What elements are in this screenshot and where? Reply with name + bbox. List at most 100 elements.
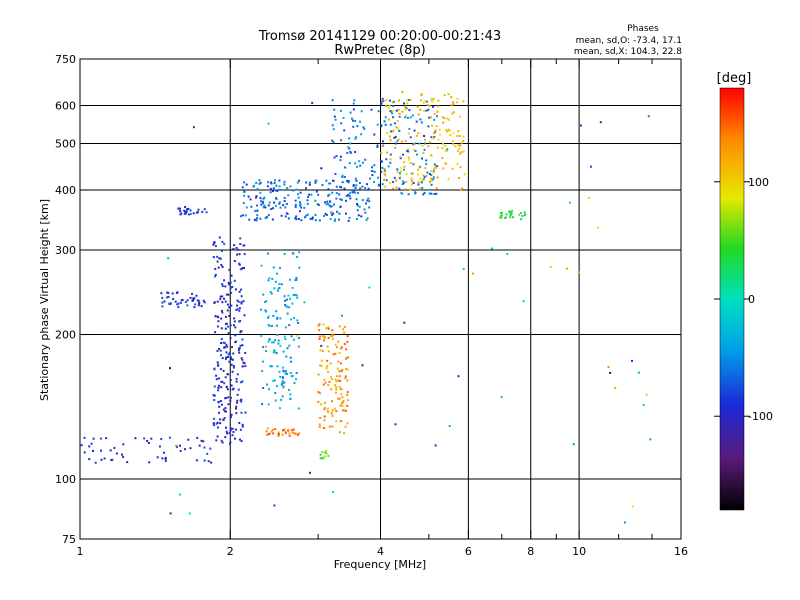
data-point [283, 183, 286, 186]
data-point [268, 201, 271, 204]
data-point [213, 417, 216, 420]
data-point [235, 407, 237, 410]
data-point [422, 178, 425, 181]
data-point [410, 162, 412, 164]
data-point [345, 199, 348, 202]
data-point [385, 179, 388, 182]
data-point [444, 162, 447, 165]
colorbar-ticks: 100 0 -100 [714, 176, 773, 423]
data-point [431, 100, 434, 103]
data-point [167, 291, 170, 294]
data-point [256, 188, 259, 191]
data-point [243, 190, 246, 193]
data-point [262, 387, 265, 389]
data-point [421, 179, 424, 182]
data-point [549, 265, 552, 268]
data-point [395, 179, 398, 182]
data-point [281, 395, 284, 398]
data-point [320, 359, 323, 362]
data-point [323, 336, 326, 339]
data-point [405, 181, 408, 183]
data-point [294, 199, 297, 202]
data-point [191, 299, 194, 302]
data-point [287, 194, 290, 197]
data-point [219, 298, 222, 301]
data-point [288, 434, 291, 437]
data-point [215, 439, 218, 442]
data-point [419, 187, 421, 190]
chart-subtitle: RwPretec (8p) [334, 43, 425, 58]
data-point [461, 187, 464, 190]
data-point [239, 428, 242, 431]
data-point [389, 123, 392, 126]
data-point [233, 320, 236, 323]
data-point [230, 384, 233, 387]
data-point [339, 198, 342, 201]
data-point [642, 404, 645, 406]
data-point [460, 151, 463, 154]
data-point [381, 100, 384, 103]
data-point [169, 302, 172, 305]
data-point [421, 144, 424, 147]
data-point [380, 170, 383, 173]
data-point [457, 144, 460, 147]
data-point [435, 115, 438, 118]
data-point [277, 339, 280, 342]
data-point [355, 218, 358, 220]
data-point [352, 185, 355, 188]
data-point [272, 380, 275, 382]
data-point [325, 367, 328, 370]
data-point [202, 440, 205, 443]
data-point [433, 113, 436, 115]
data-point [292, 189, 295, 192]
data-point [212, 394, 215, 397]
data-point [224, 285, 227, 288]
data-point [231, 346, 233, 349]
data-point [239, 344, 242, 347]
data-point [333, 203, 335, 206]
data-point [275, 324, 278, 327]
data-point [297, 322, 299, 324]
data-point [631, 505, 634, 508]
data-point [418, 142, 421, 145]
data-point [273, 350, 276, 353]
data-point [238, 347, 240, 350]
data-point [344, 375, 347, 378]
data-point [347, 219, 350, 222]
data-point [239, 331, 242, 334]
data-point [429, 173, 431, 175]
data-point [291, 375, 294, 377]
data-point [203, 446, 206, 449]
data-point [392, 116, 394, 119]
data-point [399, 167, 402, 170]
data-point [392, 187, 395, 190]
data-point [94, 461, 97, 464]
data-point [523, 211, 526, 214]
data-point [426, 171, 429, 174]
data-point [394, 146, 397, 149]
data-point [345, 367, 347, 370]
data-point [303, 216, 306, 219]
data-point [243, 267, 245, 269]
data-point [283, 295, 286, 298]
data-point [272, 432, 275, 435]
data-point [349, 197, 352, 200]
data-point [172, 298, 175, 300]
data-point [241, 186, 244, 189]
data-point [394, 423, 397, 426]
data-point [327, 327, 330, 330]
data-point [235, 405, 238, 408]
data-point [403, 321, 406, 324]
data-point [327, 383, 330, 386]
data-point [366, 217, 369, 220]
data-point [236, 253, 239, 256]
data-point [422, 152, 425, 154]
data-point [406, 102, 409, 105]
data-point [178, 207, 181, 210]
data-point [224, 327, 227, 330]
data-point [203, 301, 206, 304]
data-point [519, 212, 522, 214]
data-point [321, 456, 324, 459]
data-point [239, 237, 242, 240]
data-point [384, 174, 387, 177]
